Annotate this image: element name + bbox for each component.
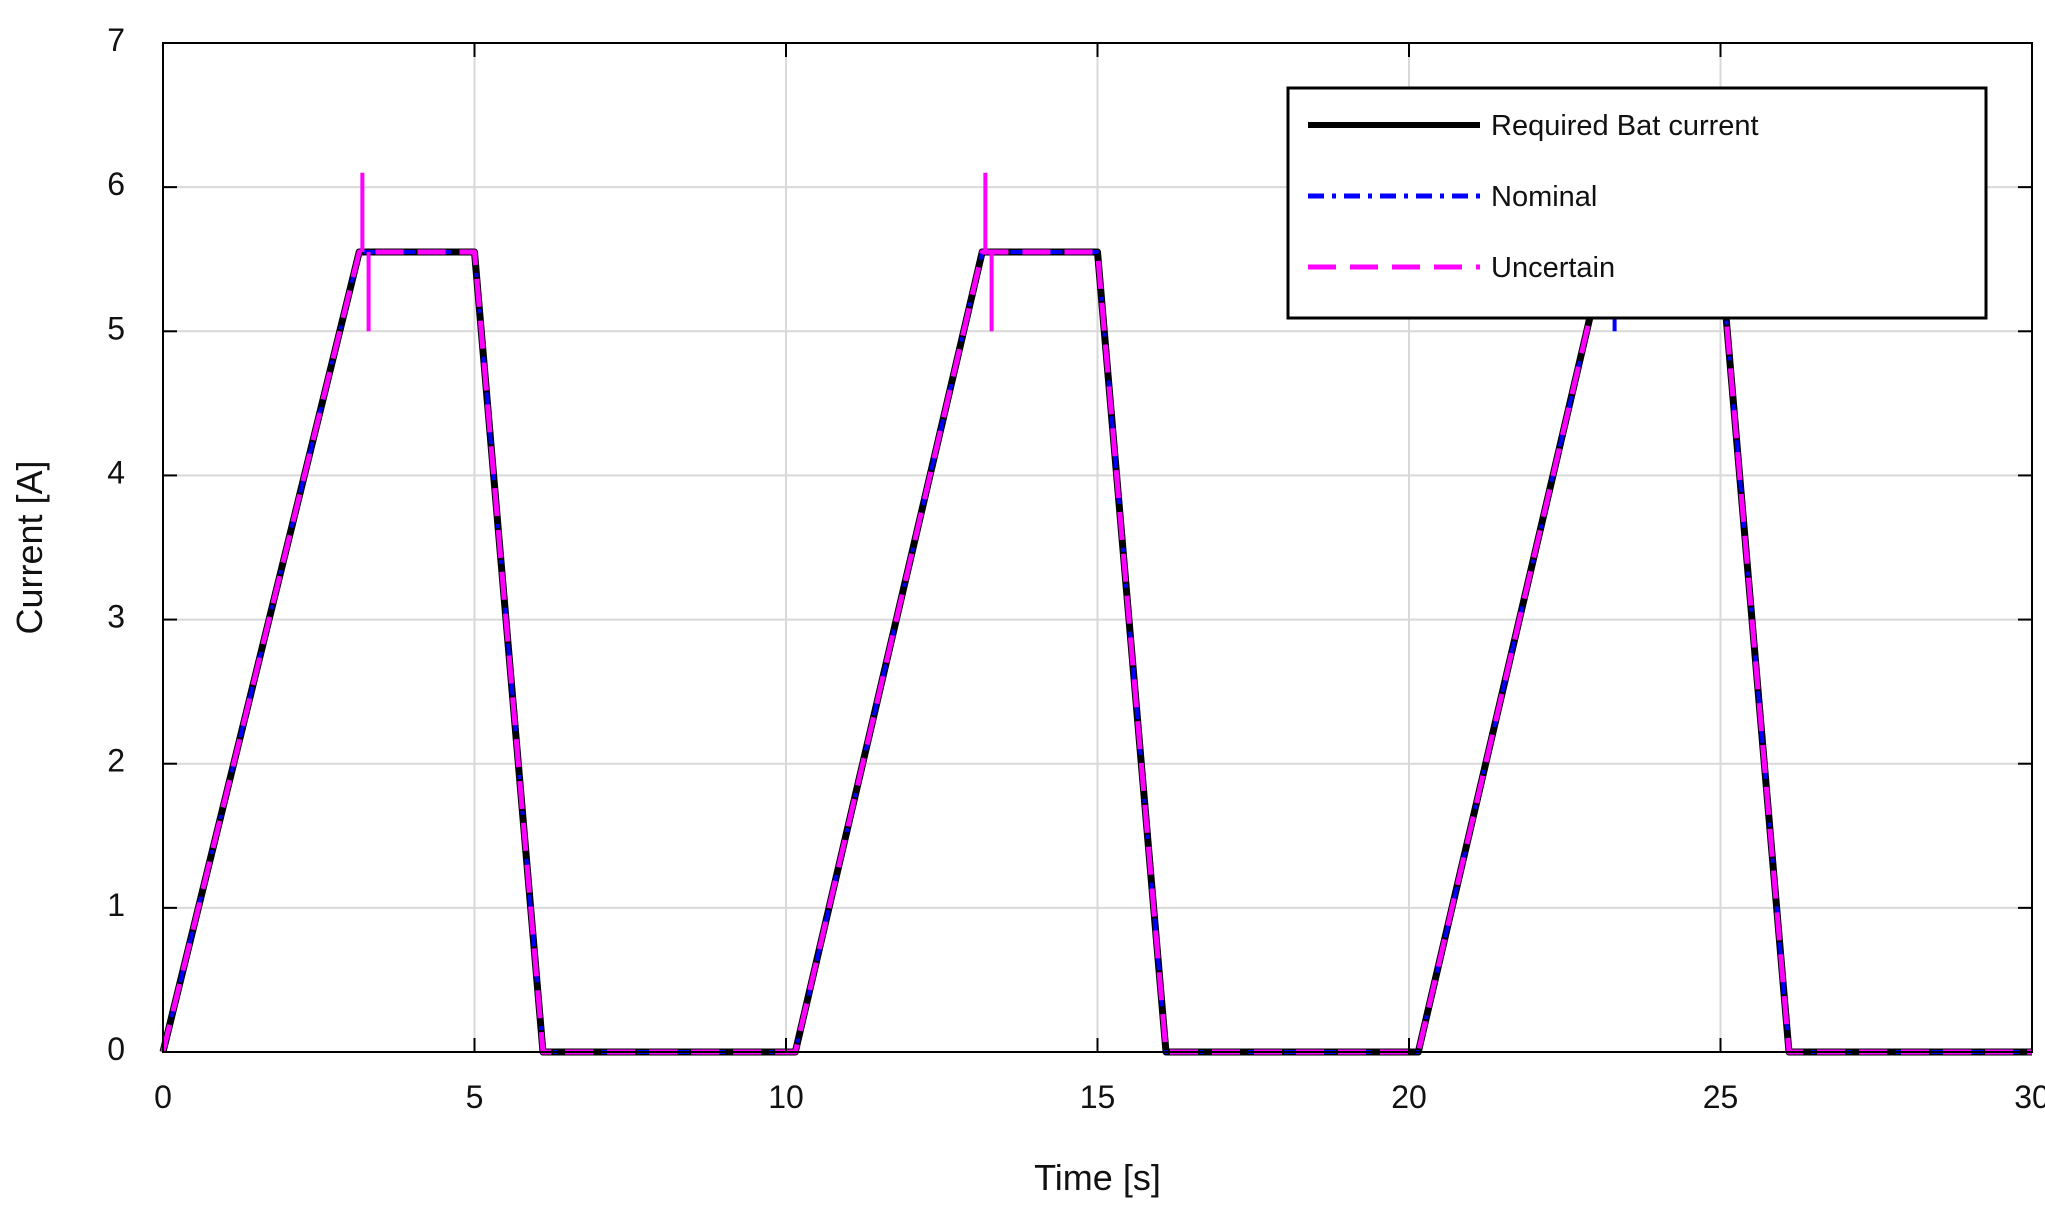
y-tick-label: 3 (107, 599, 125, 635)
y-tick-label: 5 (107, 310, 125, 346)
legend: Required Bat current Nominal Uncertain (1286, 86, 1988, 320)
y-tick-label: 7 (107, 22, 125, 58)
x-axis-title: Time [s] (1034, 1157, 1161, 1198)
x-tick-label: 20 (1391, 1079, 1427, 1115)
y-axis-title: Current [A] (9, 460, 50, 634)
x-tick-label: 25 (1703, 1079, 1739, 1115)
y-tick-label: 0 (107, 1031, 125, 1067)
legend-entry: Required Bat current (1308, 110, 1759, 142)
y-tick-label: 6 (107, 166, 125, 202)
legend-entry: Nominal (1308, 181, 1597, 213)
legend-label: Required Bat current (1491, 110, 1759, 142)
x-tick-labels: 0 5 10 15 20 25 30 (154, 1079, 2045, 1115)
x-tick-label: 30 (2014, 1079, 2045, 1115)
y-tick-label: 4 (107, 454, 125, 490)
x-tick-label: 10 (768, 1079, 804, 1115)
legend-entries: Required Bat current Nominal Uncertain (1308, 110, 1759, 284)
x-tick-label: 15 (1080, 1079, 1116, 1115)
axis-ticks (162, 42, 2033, 1053)
x-tick-label: 5 (466, 1079, 484, 1115)
legend-entry: Uncertain (1308, 252, 1615, 284)
legend-label: Nominal (1491, 181, 1597, 213)
x-tick-label: 0 (154, 1079, 172, 1115)
y-tick-label: 1 (107, 887, 125, 923)
legend-label: Uncertain (1491, 252, 1615, 284)
y-tick-label: 2 (107, 743, 125, 779)
y-tick-labels: 0 1 2 3 4 5 6 7 (107, 22, 125, 1067)
